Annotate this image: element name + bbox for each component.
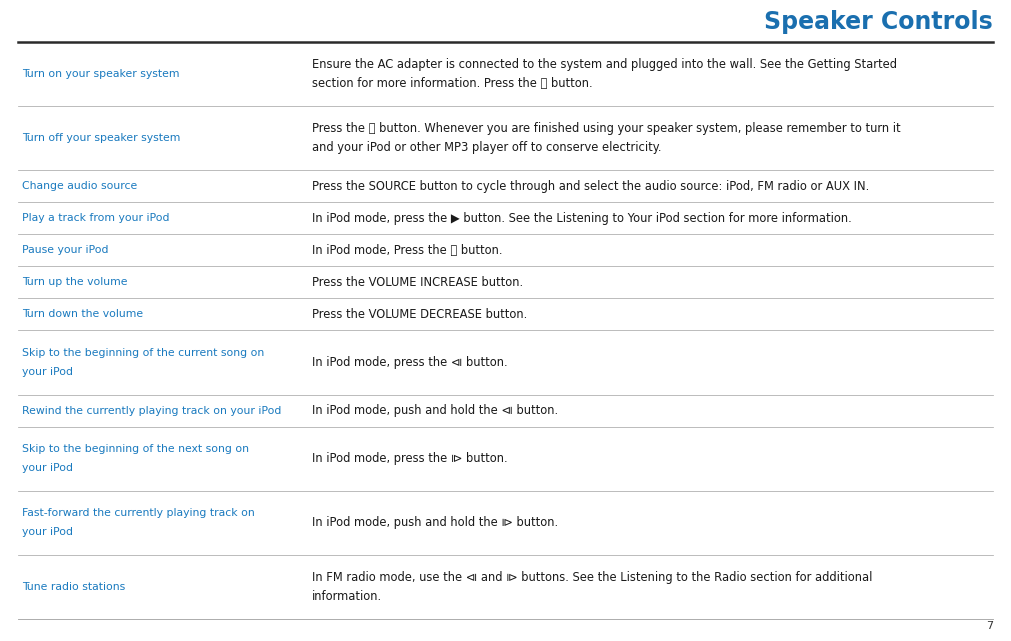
Text: Turn on your speaker system: Turn on your speaker system (22, 69, 180, 79)
Text: your iPod: your iPod (22, 367, 73, 377)
Text: In iPod mode, push and hold the ⧏ button.: In iPod mode, push and hold the ⧏ button… (312, 404, 558, 417)
Text: In iPod mode, press the ⧏ button.: In iPod mode, press the ⧏ button. (312, 356, 508, 369)
Text: Turn off your speaker system: Turn off your speaker system (22, 133, 180, 143)
Text: In iPod mode, press the ⧐ button.: In iPod mode, press the ⧐ button. (312, 452, 508, 465)
Text: Change audio source: Change audio source (22, 181, 137, 191)
Text: Press the VOLUME DECREASE button.: Press the VOLUME DECREASE button. (312, 308, 528, 321)
Text: and your iPod or other MP3 player off to conserve electricity.: and your iPod or other MP3 player off to… (312, 141, 662, 154)
Text: Tune radio stations: Tune radio stations (22, 582, 125, 592)
Text: In iPod mode, Press the ⏸ button.: In iPod mode, Press the ⏸ button. (312, 244, 502, 257)
Text: Rewind the currently playing track on your iPod: Rewind the currently playing track on yo… (22, 406, 281, 415)
Text: Turn down the volume: Turn down the volume (22, 310, 144, 319)
Text: Turn up the volume: Turn up the volume (22, 278, 127, 287)
Text: Press the VOLUME INCREASE button.: Press the VOLUME INCREASE button. (312, 276, 524, 289)
Text: section for more information. Press the ⏻ button.: section for more information. Press the … (312, 77, 592, 90)
Text: information.: information. (312, 590, 382, 603)
Text: In iPod mode, press the ▶ button. See the Listening to Your iPod section for mor: In iPod mode, press the ▶ button. See th… (312, 212, 852, 225)
Text: Play a track from your iPod: Play a track from your iPod (22, 213, 170, 223)
Text: Ensure the AC adapter is connected to the system and plugged into the wall. See : Ensure the AC adapter is connected to th… (312, 58, 897, 71)
Text: Skip to the beginning of the current song on: Skip to the beginning of the current son… (22, 348, 264, 358)
Text: Speaker Controls: Speaker Controls (764, 10, 993, 34)
Text: your iPod: your iPod (22, 528, 73, 537)
Text: your iPod: your iPod (22, 463, 73, 473)
Text: Press the ⏻ button. Whenever you are finished using your speaker system, please : Press the ⏻ button. Whenever you are fin… (312, 122, 901, 135)
Text: Fast-forward the currently playing track on: Fast-forward the currently playing track… (22, 508, 255, 518)
Text: Skip to the beginning of the next song on: Skip to the beginning of the next song o… (22, 444, 249, 454)
Text: Press the SOURCE button to cycle through and select the audio source: iPod, FM r: Press the SOURCE button to cycle through… (312, 179, 869, 193)
Text: Pause your iPod: Pause your iPod (22, 246, 108, 255)
Text: In iPod mode, push and hold the ⧐ button.: In iPod mode, push and hold the ⧐ button… (312, 517, 558, 529)
Text: In FM radio mode, use the ⧏ and ⧐ buttons. See the Listening to the Radio sectio: In FM radio mode, use the ⧏ and ⧐ button… (312, 571, 872, 584)
Text: 7: 7 (986, 621, 993, 631)
